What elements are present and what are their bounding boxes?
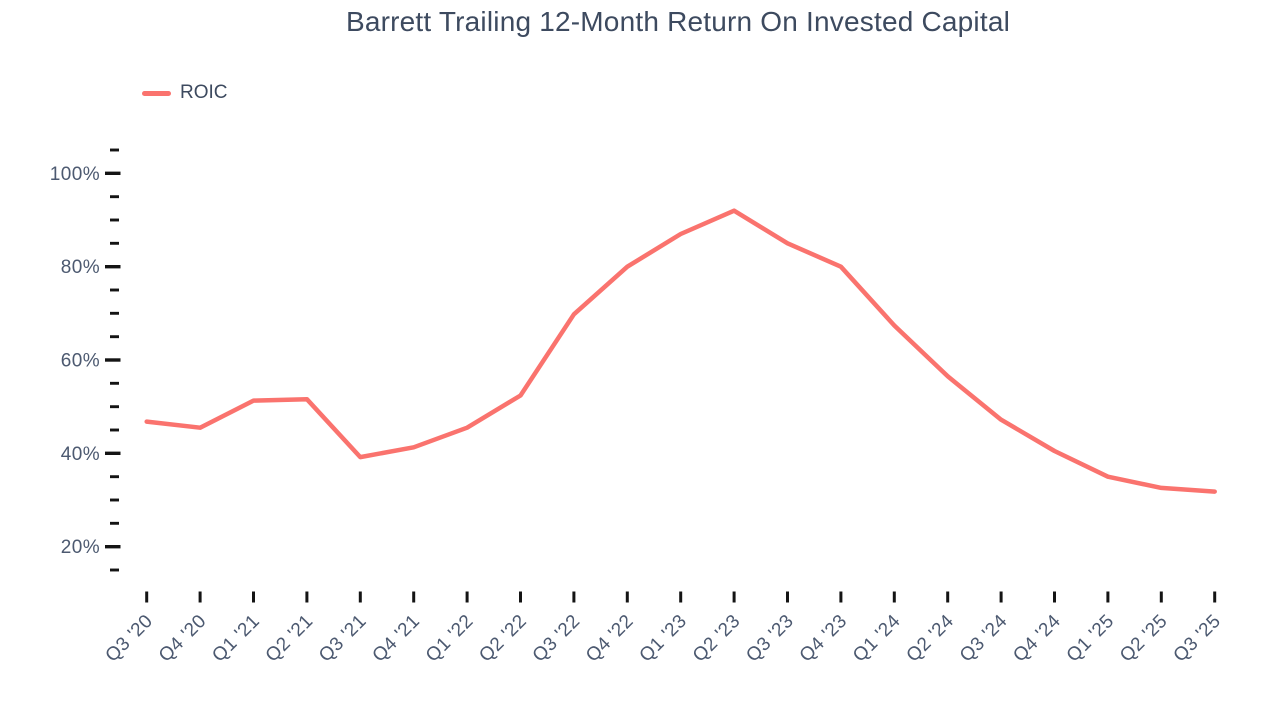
x-axis-label: Q4 '22 — [582, 611, 638, 667]
x-axis-label: Q4 '21 — [369, 611, 425, 667]
x-axis-label: Q1 '22 — [422, 611, 478, 667]
x-axis-label: Q1 '24 — [849, 611, 905, 667]
chart-title: Barrett Trailing 12-Month Return On Inve… — [345, 6, 1011, 37]
y-axis-label: 100% — [50, 164, 100, 185]
y-axis-label: 80% — [61, 257, 100, 278]
legend-label: ROIC — [180, 82, 228, 103]
y-axis-label: 40% — [61, 444, 100, 465]
x-axis-label: Q1 '25 — [1063, 611, 1119, 667]
x-axis-label: Q2 '25 — [1116, 611, 1172, 667]
roic-series-line — [144, 208, 1217, 494]
legend: ROIC — [142, 82, 228, 103]
x-axis-label: Q1 '21 — [208, 611, 264, 667]
x-axis-label: Q3 '22 — [529, 611, 585, 667]
x-axis-label: Q4 '23 — [796, 611, 852, 667]
legend-line-swatch — [142, 90, 171, 96]
x-axis-label: Q3 '20 — [102, 611, 158, 667]
x-axis-label: Q2 '21 — [262, 611, 318, 667]
x-axis-label: Q4 '24 — [1009, 611, 1065, 667]
x-axis-label: Q3 '21 — [315, 611, 371, 667]
y-axis-label: 20% — [61, 537, 100, 558]
y-axis-label: 60% — [61, 351, 100, 372]
x-axis-label: Q2 '23 — [689, 611, 745, 667]
x-axis-label: Q3 '24 — [956, 611, 1012, 667]
x-axis-label: Q4 '20 — [155, 611, 211, 667]
x-axis-label: Q3 '23 — [742, 611, 798, 667]
x-axis-label: Q2 '24 — [903, 611, 959, 667]
x-axis-label: Q2 '22 — [475, 611, 531, 667]
x-axis-label: Q1 '23 — [636, 611, 692, 667]
x-axis-label: Q3 '25 — [1170, 611, 1226, 667]
